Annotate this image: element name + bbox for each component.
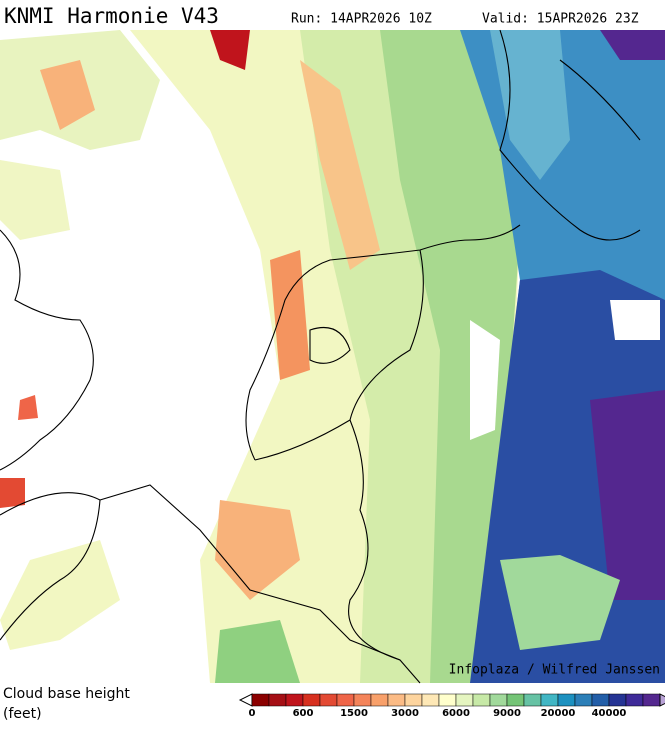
legend-label: Cloud base height [3,686,130,702]
colorbar-tick-label: 0 [249,708,256,719]
colorbar-swatch [370,693,389,707]
colorbar-swatch [506,693,525,707]
colorbar-swatch [489,693,508,707]
colorbar-swatch [438,693,457,707]
credit: Infoplaza / Wilfred Janssen [449,663,660,678]
colorbar-swatch [523,693,542,707]
colorbar-tick-label: 9000 [493,708,521,719]
colorbar-swatch [540,693,559,707]
colorbar-end [238,693,253,707]
map-title: KNMI Harmonie V43 [4,4,219,28]
colorbar-swatch [421,693,440,707]
colorbar-tick-label: 600 [293,708,314,719]
colorbar-tick-label: 3000 [391,708,419,719]
colorbar-swatch [455,693,474,707]
colorbar-swatch [251,693,270,707]
colorbar-swatch [336,693,355,707]
colorbar-swatch [404,693,423,707]
colorbar-swatch [387,693,406,707]
colorbar-swatch [353,693,372,707]
colorbar-end [659,693,665,707]
colorbar-swatch [591,693,610,707]
colorbar-tick-label: 1500 [340,708,368,719]
colorbar-swatch [574,693,593,707]
legend-unit: (feet) [3,706,42,722]
valid-time: Valid: 15APR2026 23Z [482,12,639,27]
colorbar-swatch [319,693,338,707]
colorbar-swatch [268,693,287,707]
colorbar-tick-label: 20000 [541,708,576,719]
colorbar-swatch [285,693,304,707]
colorbar-swatch [608,693,627,707]
colorbar-swatch [625,693,644,707]
colorbar-swatch [472,693,491,707]
colorbar-tick-label: 40000 [592,708,627,719]
map [0,29,665,684]
run-time: Run: 14APR2026 10Z [291,12,432,27]
colorbar-swatch [557,693,576,707]
colorbar-swatch [302,693,321,707]
colorbar-swatch [642,693,661,707]
colorbar: 0 600 1500 3000 6000 9000 20000 40000 [238,693,665,719]
colorbar-tick-label: 6000 [442,708,470,719]
